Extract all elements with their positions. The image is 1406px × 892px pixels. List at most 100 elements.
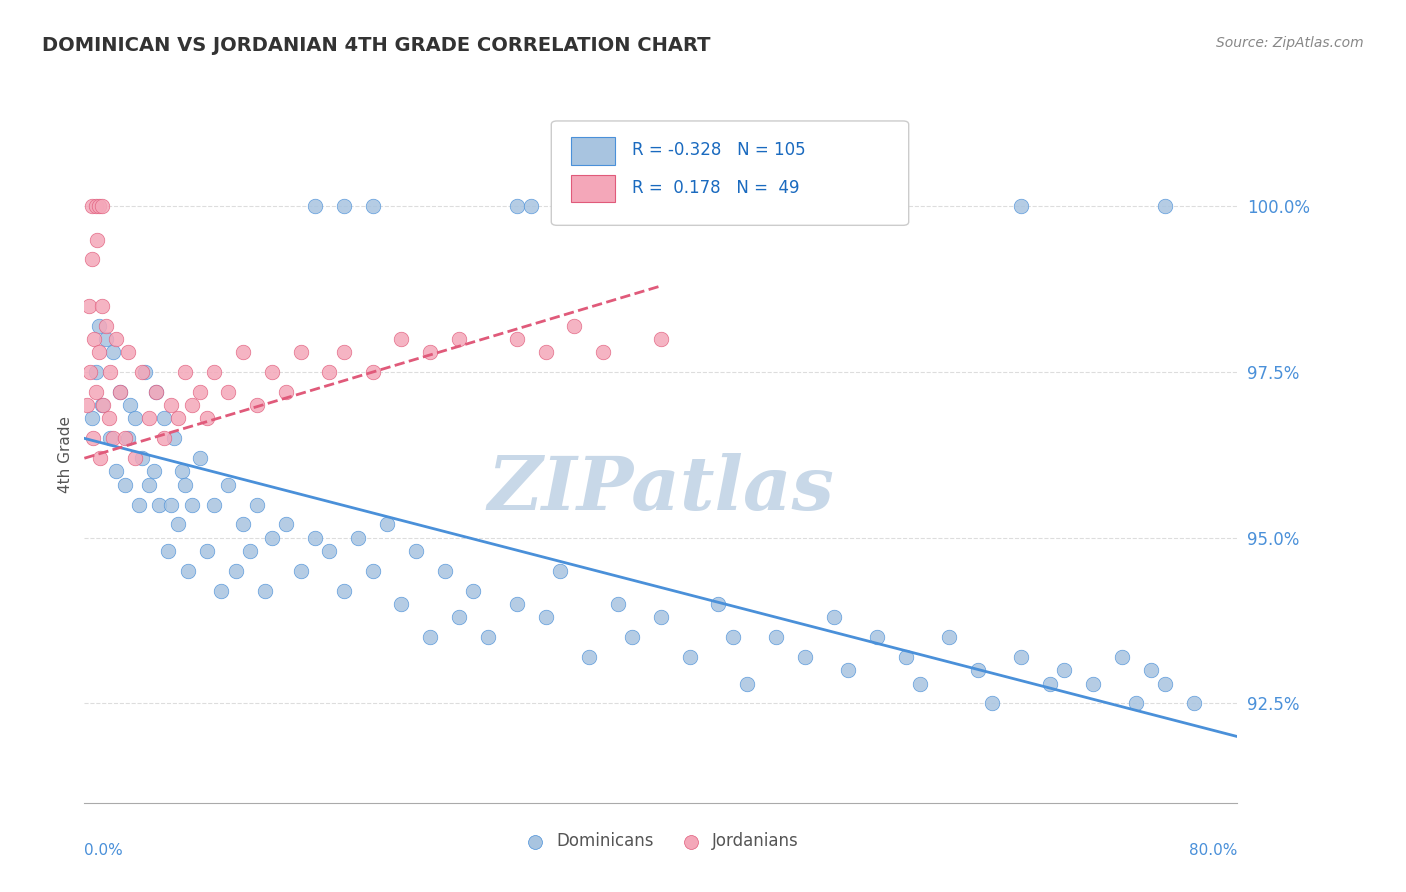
Point xyxy=(110,384,132,399)
Point xyxy=(1083,676,1105,690)
Point xyxy=(218,477,240,491)
Point xyxy=(232,345,254,359)
Point xyxy=(209,583,232,598)
Point xyxy=(134,365,156,379)
Point xyxy=(290,564,312,578)
Point xyxy=(167,411,190,425)
Point xyxy=(304,531,326,545)
Point xyxy=(91,398,114,412)
Point xyxy=(120,398,142,412)
Point xyxy=(534,610,557,624)
FancyBboxPatch shape xyxy=(551,121,908,226)
Point xyxy=(79,365,101,379)
Point xyxy=(174,365,197,379)
Text: 80.0%: 80.0% xyxy=(1189,843,1237,858)
Point xyxy=(737,676,759,690)
Point xyxy=(87,199,110,213)
Point xyxy=(152,431,174,445)
Point xyxy=(405,544,427,558)
Point xyxy=(174,477,197,491)
Point xyxy=(318,544,340,558)
Point xyxy=(83,332,105,346)
Point xyxy=(94,318,117,333)
Point xyxy=(592,345,614,359)
Point xyxy=(177,564,200,578)
Point xyxy=(1111,650,1133,665)
Point xyxy=(142,465,165,479)
Point xyxy=(94,332,117,346)
Point xyxy=(148,498,170,512)
Point xyxy=(333,345,356,359)
Point xyxy=(90,398,112,412)
Point xyxy=(419,630,441,644)
Point xyxy=(90,299,112,313)
Point xyxy=(202,498,225,512)
Point xyxy=(181,498,204,512)
FancyBboxPatch shape xyxy=(571,175,614,202)
Point xyxy=(80,199,103,213)
Text: ZIPatlas: ZIPatlas xyxy=(488,453,834,526)
Point xyxy=(1154,199,1177,213)
Point xyxy=(548,199,571,213)
Point xyxy=(80,252,103,267)
Point xyxy=(276,517,298,532)
Point xyxy=(506,332,529,346)
Point xyxy=(375,517,398,532)
Point xyxy=(117,345,139,359)
Point xyxy=(534,345,557,359)
Point xyxy=(794,650,817,665)
Point xyxy=(679,650,702,665)
Point xyxy=(304,199,326,213)
Point xyxy=(333,199,356,213)
Point xyxy=(145,384,167,399)
Point xyxy=(253,583,276,598)
Text: R =  0.178   N =  49: R = 0.178 N = 49 xyxy=(633,178,800,197)
Point xyxy=(77,299,100,313)
Point xyxy=(765,630,787,644)
Point xyxy=(520,199,543,213)
Point xyxy=(463,583,485,598)
Y-axis label: 4th Grade: 4th Grade xyxy=(58,417,73,493)
Point xyxy=(98,431,121,445)
Point xyxy=(938,630,960,644)
Point xyxy=(823,610,845,624)
Point xyxy=(333,583,356,598)
Point xyxy=(578,650,600,665)
Point xyxy=(276,384,298,399)
Point xyxy=(202,365,225,379)
Point xyxy=(361,365,384,379)
Legend: Dominicans, Jordanians: Dominicans, Jordanians xyxy=(516,826,806,857)
Text: R = -0.328   N = 105: R = -0.328 N = 105 xyxy=(633,141,806,159)
Point xyxy=(90,199,112,213)
Point xyxy=(707,597,730,611)
Point xyxy=(110,384,132,399)
Point xyxy=(1140,663,1163,677)
Point xyxy=(419,345,441,359)
Point xyxy=(260,365,283,379)
Point xyxy=(246,398,269,412)
Point xyxy=(152,411,174,425)
Point xyxy=(239,544,262,558)
Point xyxy=(80,411,103,425)
Point xyxy=(225,564,247,578)
Point xyxy=(87,345,110,359)
Point xyxy=(1182,697,1205,711)
Point xyxy=(181,398,204,412)
Text: Source: ZipAtlas.com: Source: ZipAtlas.com xyxy=(1216,36,1364,50)
Point xyxy=(87,318,110,333)
Text: DOMINICAN VS JORDANIAN 4TH GRADE CORRELATION CHART: DOMINICAN VS JORDANIAN 4TH GRADE CORRELA… xyxy=(42,36,710,54)
Point xyxy=(218,384,240,399)
Point xyxy=(361,199,384,213)
Point xyxy=(98,365,121,379)
Point xyxy=(86,233,108,247)
Point xyxy=(84,365,107,379)
Point xyxy=(128,498,150,512)
Point xyxy=(172,465,194,479)
Point xyxy=(145,384,167,399)
Point xyxy=(433,564,456,578)
Point xyxy=(290,345,312,359)
Point xyxy=(260,531,283,545)
Point xyxy=(246,498,269,512)
Point xyxy=(650,610,672,624)
Point xyxy=(138,411,160,425)
